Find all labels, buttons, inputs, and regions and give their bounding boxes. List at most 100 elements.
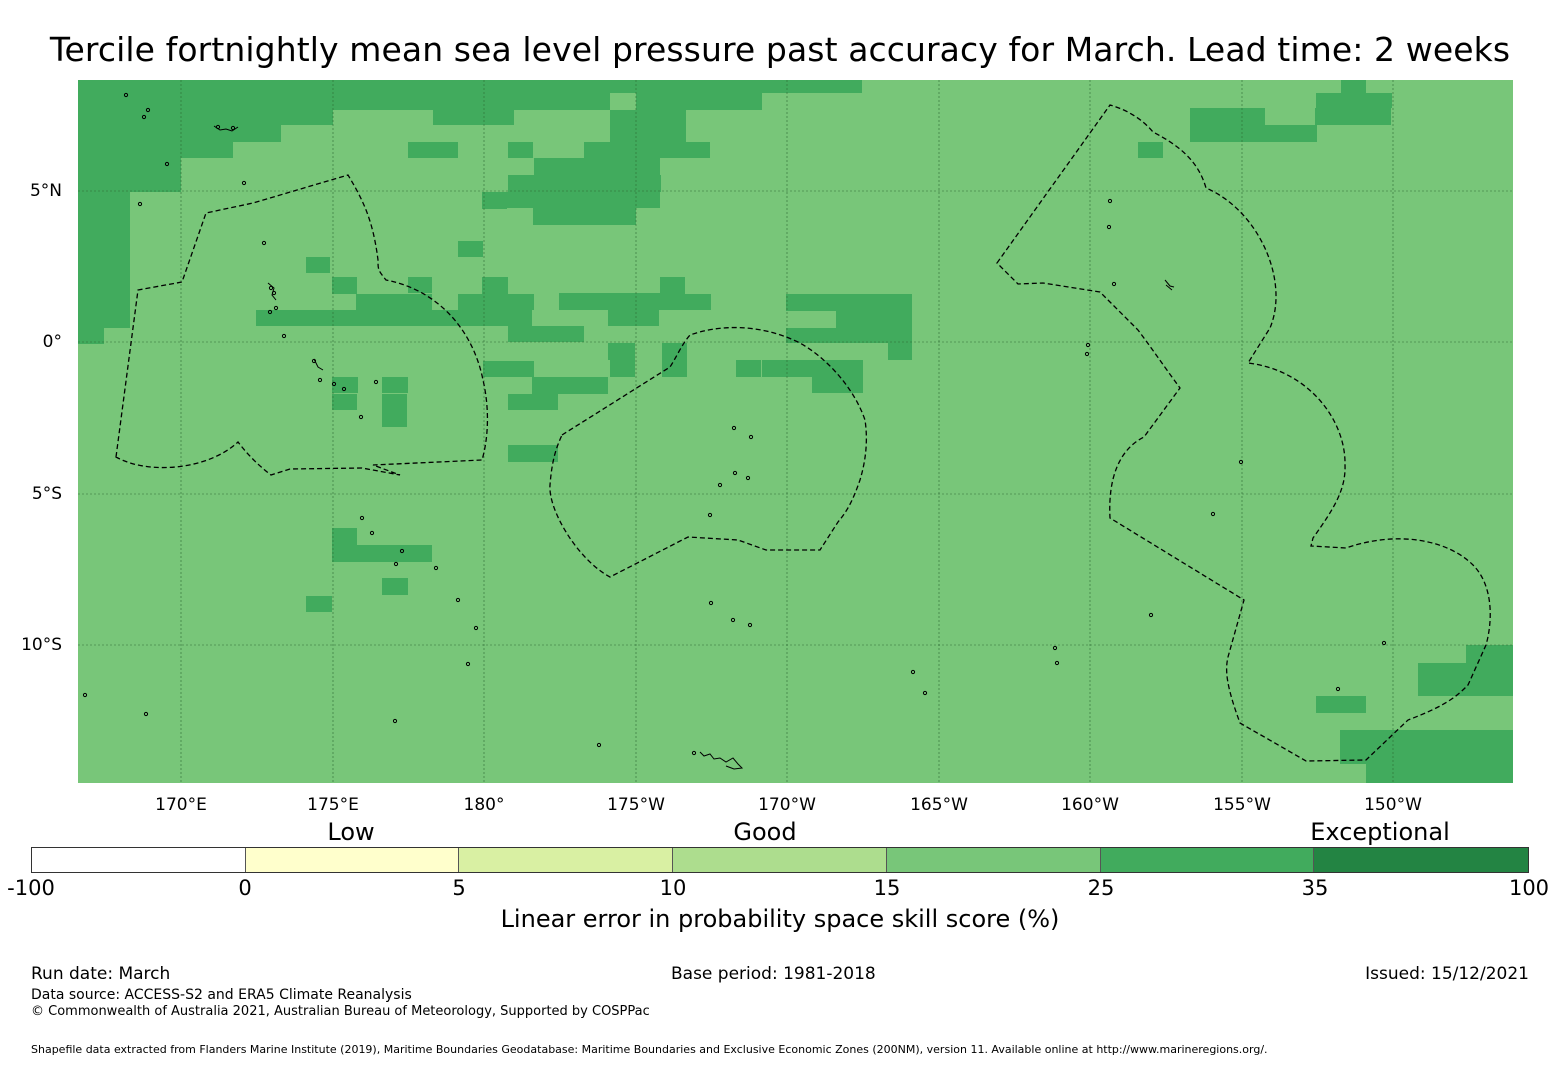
skill-map <box>78 80 1513 783</box>
island-outline <box>745 475 751 481</box>
eez-boundaries <box>115 104 1491 762</box>
high-skill-cell <box>1418 663 1513 696</box>
island-outline <box>1335 686 1341 692</box>
high-skill-cell <box>482 277 507 294</box>
high-skill-cell <box>356 294 432 310</box>
high-skill-cell <box>508 175 661 192</box>
x-tick-label: 155°W <box>1213 795 1271 815</box>
colorbar-label: 5 <box>452 876 466 900</box>
copyright: © Commonwealth of Australia 2021, Austra… <box>31 1004 650 1019</box>
map-background <box>78 80 1513 783</box>
base-period: Base period: 1981-2018 <box>671 964 876 984</box>
high-skill-cell <box>382 377 408 393</box>
run-date: Run date: March <box>31 964 171 984</box>
island-outline <box>82 692 88 698</box>
island-outline <box>1106 224 1112 230</box>
high-skill-cell <box>482 192 507 209</box>
high-skill-cell <box>1315 108 1391 125</box>
high-skill-cell <box>306 596 332 612</box>
island-outline <box>123 92 129 98</box>
island-outline <box>399 548 405 554</box>
high-skill-cell <box>610 125 686 142</box>
island-outline <box>748 434 754 440</box>
island-outline <box>392 718 398 724</box>
high-skill-cell <box>786 328 912 343</box>
high-skill-cell <box>382 578 408 595</box>
high-skill-cell <box>78 192 130 328</box>
island-outline <box>281 333 287 339</box>
high-skill-cell <box>78 110 333 125</box>
island-outline <box>732 470 738 476</box>
high-skill-cell <box>1240 108 1265 125</box>
high-skill-cell <box>585 93 610 110</box>
high-skill-cell <box>408 277 432 293</box>
island-outline <box>922 690 928 696</box>
high-skill-cell <box>762 360 863 377</box>
island-outline <box>717 482 723 488</box>
island-outline <box>267 309 273 315</box>
island-outline <box>910 669 916 675</box>
island-outline <box>1238 459 1244 465</box>
high-skill-cell <box>1341 80 1366 93</box>
high-skill-cell <box>1316 696 1366 713</box>
high-skill-cell <box>761 80 862 93</box>
island-outline <box>164 161 170 167</box>
high-skill-cell <box>458 241 483 257</box>
legend-category-low: Low <box>327 818 375 846</box>
high-skill-cell <box>382 394 407 410</box>
high-skill-cell <box>1366 764 1513 783</box>
colorbar-label: 0 <box>238 876 252 900</box>
x-tick-label: 175°W <box>607 795 665 815</box>
y-tick-label: 5°S <box>31 484 62 504</box>
high-skill-cell <box>356 310 382 326</box>
high-skill-cell <box>1190 125 1317 142</box>
island-outline <box>241 180 247 186</box>
high-skill-cell <box>332 277 357 294</box>
high-skill-cell <box>888 343 912 360</box>
high-skill-cell <box>78 158 181 175</box>
issued-date: Issued: 15/12/2021 <box>1365 964 1529 984</box>
high-skill-cell <box>636 93 762 110</box>
high-skill-cell <box>256 310 510 326</box>
colorbar-segment <box>459 848 674 872</box>
high-skill-cell <box>458 294 534 310</box>
high-skill-cell <box>508 394 558 410</box>
high-skill-cell <box>534 158 660 175</box>
high-skill-cell <box>78 80 761 93</box>
y-tick-label: 5°N <box>29 181 62 201</box>
colorbar-label: 35 <box>1301 876 1329 900</box>
colorbar-segment <box>32 848 246 872</box>
high-skill-cell <box>610 343 635 377</box>
island-outline <box>143 711 149 717</box>
island-outline <box>596 742 602 748</box>
island-outline <box>455 597 461 603</box>
high-skill-cell <box>1340 730 1513 764</box>
high-skill-cell <box>559 192 635 208</box>
high-skill-cell <box>78 93 610 110</box>
island-outline <box>373 379 379 385</box>
colorbar-label: 15 <box>873 876 901 900</box>
island-outline <box>393 561 399 567</box>
high-skill-cell <box>636 294 711 310</box>
island-outline <box>1111 281 1117 287</box>
x-tick-label: 165°W <box>910 795 968 815</box>
x-tick-label: 170°W <box>758 795 816 815</box>
high-skill-cell <box>836 311 912 328</box>
coastline <box>699 751 744 770</box>
high-skill-cell <box>382 410 407 427</box>
high-skill-cell <box>508 326 584 342</box>
chart-title: Tercile fortnightly mean sea level press… <box>49 30 1511 69</box>
high-skill-cell <box>786 294 912 311</box>
high-skill-cell <box>508 445 558 462</box>
coastline <box>213 125 239 132</box>
island-outline <box>730 617 736 623</box>
colorbar-label: 100 <box>1508 876 1550 900</box>
colorbar-title: Linear error in probability space skill … <box>500 905 1060 933</box>
island-outline <box>261 240 267 246</box>
island-outline <box>1107 198 1113 204</box>
high-skill-cell <box>408 142 458 158</box>
island-outline <box>433 565 439 571</box>
high-skill-cell <box>608 310 659 326</box>
colorbar-segment <box>673 848 887 872</box>
colorbar-segment <box>886 848 1101 872</box>
